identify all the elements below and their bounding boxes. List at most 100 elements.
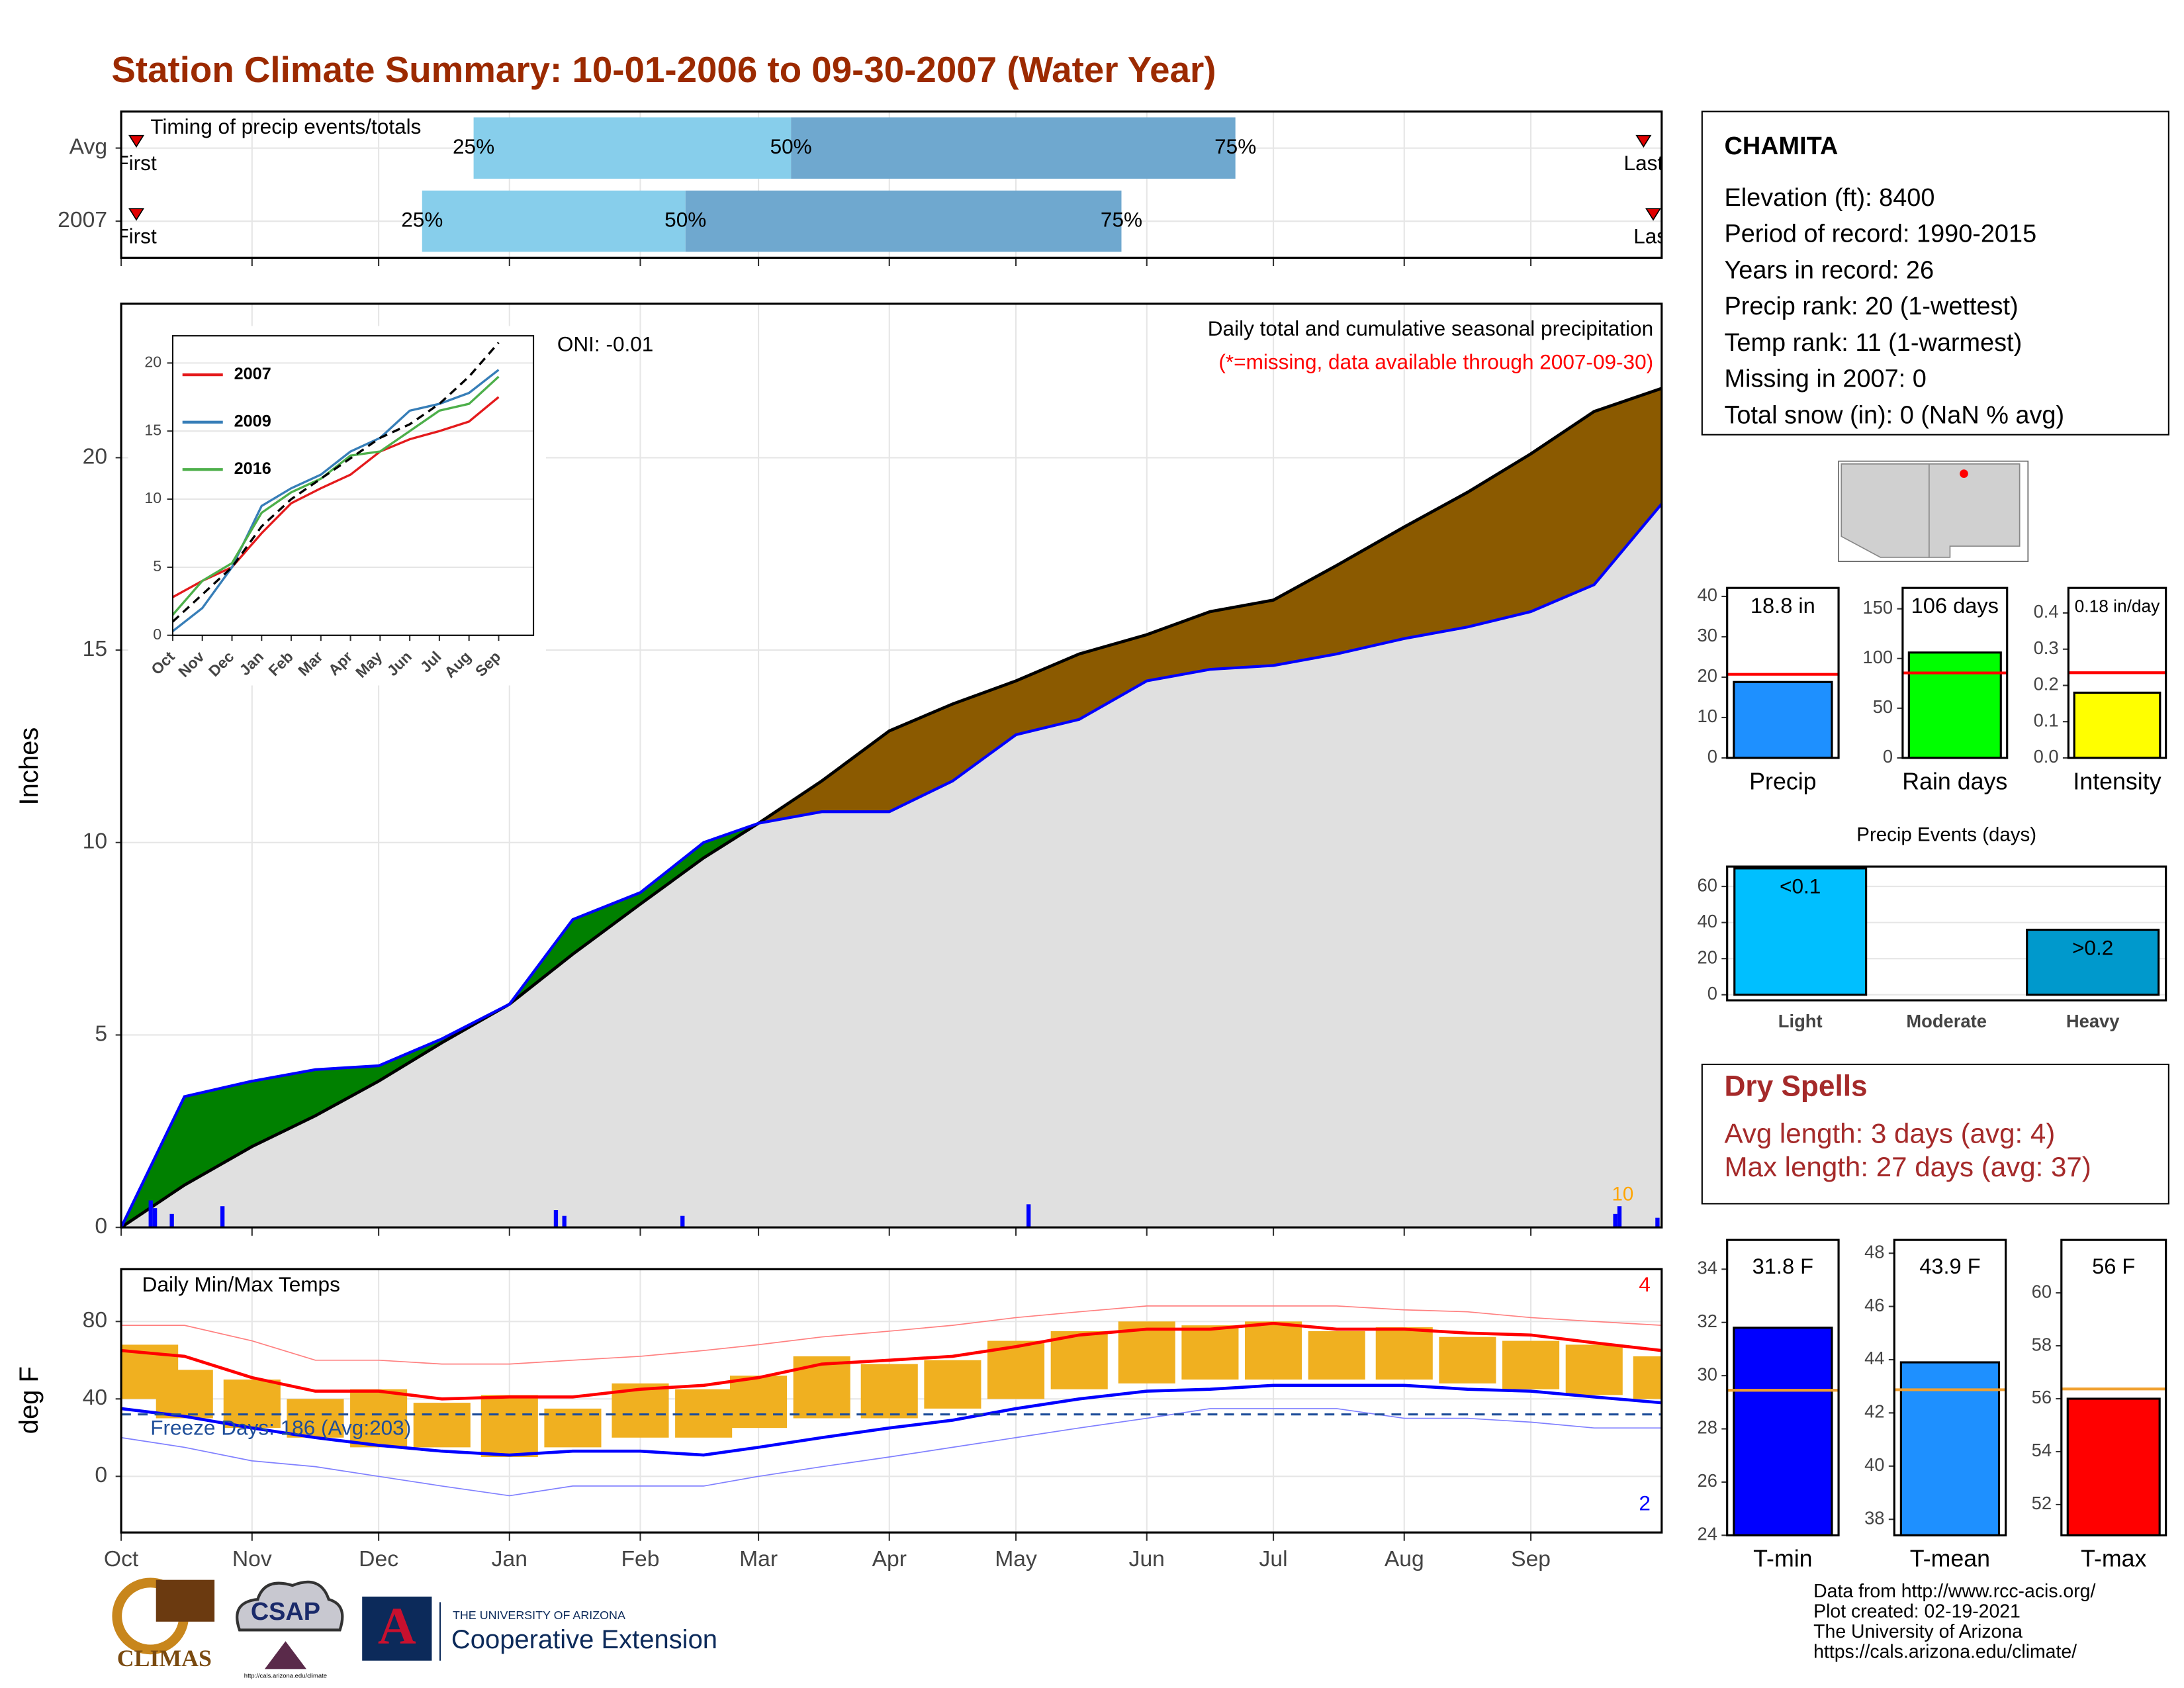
y-tick-label: 0.1 <box>2034 710 2059 730</box>
footer-line: Data from http://www.rcc-acis.org/ <box>1813 1581 2095 1602</box>
y-tick-label: 0 <box>95 1463 107 1487</box>
inset-line <box>171 375 500 616</box>
daily-bar <box>680 1215 685 1228</box>
y-tick-label: 15 <box>83 637 107 661</box>
y-tick-label: 15 <box>144 421 161 438</box>
x-tick-label: Moderate <box>1906 1011 1987 1031</box>
bar <box>1733 680 1833 759</box>
bar <box>1733 1327 1833 1536</box>
cumulative-line <box>120 387 1662 1229</box>
note: 10 <box>1612 1184 1633 1205</box>
y-tick-label: 0.3 <box>2034 637 2059 658</box>
frame <box>1893 1239 2007 1536</box>
y-tick-label: 28 <box>1698 1417 1717 1438</box>
x-tick-label: Rain days <box>1902 768 2007 794</box>
value-label: 106 days <box>1911 593 1999 618</box>
value-label: 56 F <box>2092 1254 2135 1278</box>
x-tick-label: Dec <box>359 1547 398 1571</box>
station-line: Total snow (in): 0 (NaN % avg) <box>1724 401 2064 429</box>
temp-bar <box>1050 1331 1108 1389</box>
daily-bar <box>152 1208 158 1228</box>
inset-line <box>171 342 500 623</box>
temp-bar <box>350 1389 408 1448</box>
y-tick-label: 20 <box>1698 665 1717 686</box>
y-tick-label: 60 <box>1698 874 1717 895</box>
temp-bar <box>675 1389 733 1438</box>
inset-line <box>171 369 500 632</box>
frame <box>120 110 1663 259</box>
bar <box>1733 867 1868 996</box>
temp-bar <box>480 1395 538 1458</box>
x-tick-label: Mar <box>739 1547 778 1571</box>
event-marker <box>128 208 145 221</box>
value-label: 0.18 in/day <box>2075 596 2161 616</box>
y-tick-label: 30 <box>1698 625 1717 645</box>
y-tick-label: 56 <box>2032 1387 2052 1407</box>
y-tick-label: 46 <box>1864 1295 1884 1315</box>
y-tick-label: 0 <box>1707 983 1717 1004</box>
y-tick-label: 100 <box>1863 647 1893 667</box>
y-tick-label: 0 <box>153 626 161 643</box>
value-label: 31.8 F <box>1752 1254 1813 1278</box>
y-tick-label: 58 <box>2032 1334 2052 1354</box>
daily-bar <box>1613 1213 1617 1228</box>
y-tick-label: 0 <box>1883 746 1893 767</box>
daily-bar <box>220 1206 225 1228</box>
temp-bar <box>924 1360 981 1409</box>
station-line: Temp rank: 11 (1-warmest) <box>1724 329 2022 357</box>
quartile-bar <box>422 190 686 252</box>
quartile-label: 50% <box>770 134 812 158</box>
y-tick-label: 150 <box>1863 597 1893 618</box>
station-line: Missing in 2007: 0 <box>1724 365 1926 393</box>
frame <box>1726 1239 1840 1536</box>
y-tick-label: 40 <box>1698 585 1717 605</box>
frame <box>1726 865 2167 1002</box>
chart-subtitle: (*=missing, data available through 2007-… <box>1218 350 1653 374</box>
y-tick-label: 0.2 <box>2034 674 2059 694</box>
temp-bar <box>1439 1336 1496 1383</box>
y-tick-label: 48 <box>1864 1241 1884 1262</box>
y-tick-label: 52 <box>2032 1493 2052 1513</box>
quartile-bar <box>473 117 792 179</box>
y-tick-label: 20 <box>1698 947 1717 967</box>
y-tick-label: 40 <box>83 1385 107 1410</box>
x-tick-label: Aug <box>1385 1547 1424 1571</box>
daily-bar <box>148 1200 153 1228</box>
quartile-bar <box>685 190 1122 252</box>
csap-logo: CSAP <box>251 1598 320 1626</box>
temp-bar <box>1375 1327 1433 1380</box>
bar <box>2026 928 2160 996</box>
y-tick-label: 50 <box>1873 696 1893 717</box>
bar <box>2073 691 2161 759</box>
station-line: Precip rank: 20 (1-wettest) <box>1724 293 2018 320</box>
temp-bar <box>1245 1321 1302 1380</box>
y-tick-label: 40 <box>1864 1454 1884 1475</box>
y-tick-label: 24 <box>1698 1524 1717 1544</box>
base-fill <box>121 504 1662 1228</box>
dry-lines: Avg length: 3 days (avg: 4)Max length: 2… <box>1724 1117 2091 1182</box>
temp-line <box>120 1383 1662 1457</box>
csap-url: http://cals.arizona.edu/climate <box>244 1672 327 1679</box>
inset-line <box>172 396 500 598</box>
temp-bar <box>860 1364 918 1419</box>
page-title: Station Climate Summary: 10-01-2006 to 0… <box>111 49 1216 90</box>
chart-title: Daily Min/Max Temps <box>142 1272 340 1296</box>
y-tick-label: 44 <box>1864 1348 1884 1368</box>
y-tick-label: 20 <box>144 353 161 370</box>
x-tick-label: Feb <box>621 1547 659 1571</box>
x-tick-label: Sep <box>1511 1547 1551 1571</box>
timing-panel: 25% 50% 75% First Last 25% 50% 75% First Last <box>121 111 1662 258</box>
bar <box>1899 1361 2001 1536</box>
legend-label: 2007 <box>234 365 271 383</box>
temp-bar <box>223 1380 281 1429</box>
logos: CLIMAS CSAP http://cals.arizona.edu/clim… <box>112 1577 717 1679</box>
x-tick-label: Oct <box>104 1547 139 1571</box>
y-tick-label: 54 <box>2032 1440 2052 1460</box>
quartile-label: 75% <box>1214 134 1256 158</box>
x-tick-label: T-max <box>2081 1546 2146 1572</box>
station-line: Elevation (ft): 8400 <box>1724 184 1934 212</box>
climas-logo: CLIMAS <box>117 1645 212 1671</box>
freeze-annotation: Freeze Days: 186 (Avg:203) <box>150 1416 411 1440</box>
y-tick-label: 0 <box>95 1214 107 1239</box>
